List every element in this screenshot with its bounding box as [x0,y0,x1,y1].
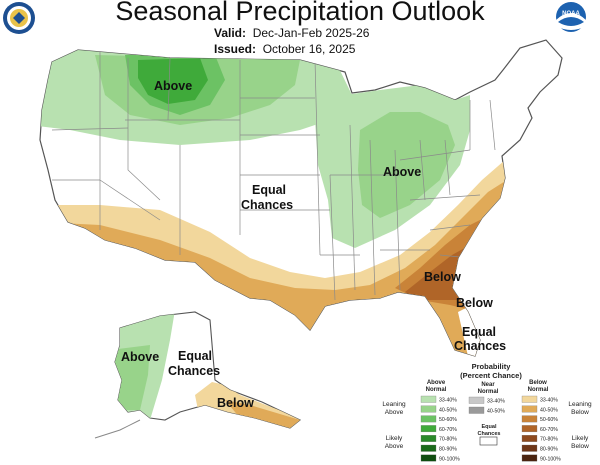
legend-below-header-1: Below [529,380,547,386]
legend-title-1: Probability [472,362,512,371]
label-below-southeast: Below [424,270,461,284]
valid-label: Valid: [214,26,247,40]
legend-below-swatch [521,405,538,413]
label-alaska-below: Below [217,396,254,410]
alaska-above-40-50 [115,345,150,410]
legend-above-range-label: 33-40% [439,398,457,404]
legend-above-header-2: Normal [426,387,447,393]
legend-leaning-above-1: Leaning [382,401,406,408]
legend-above-swatch [420,454,437,462]
above-normal-north-60-70 [138,58,208,104]
legend-near-range-label: 33-40% [487,399,505,405]
issued-value: October 16, 2025 [262,42,356,56]
legend-near-column: 33-40% 40-50% [468,396,505,415]
legend-above-range-label: 60-70% [439,427,457,433]
legend-below-range-label: 50-60% [540,417,558,423]
legend-likely-above-1: Likely [386,435,403,442]
legend-equal-swatch [479,436,498,446]
legend-below-swatch [521,425,538,433]
label-alaska-equal-1: Equal [178,349,212,363]
legend-near-swatch [468,396,485,404]
legend-above-range-label: 90-100% [439,456,460,462]
legend-below-range-label: 90-100% [540,456,561,462]
legend-leaning-below-2: Below [571,409,589,416]
map-labels: Above Above Equal Chances Below Below Eq… [121,79,506,410]
label-equal-florida-1: Equal [462,325,496,339]
legend-above-range-label: 50-60% [439,417,457,423]
legend-above-range-label: 80-90% [439,447,457,453]
page-title: Seasonal Precipitation Outlook [115,0,485,26]
legend-below-swatch [521,395,538,403]
legend-below-range-label: 40-50% [540,407,558,413]
issued-label: Issued: [214,42,257,56]
legend-above-range-label: 70-80% [439,437,457,443]
label-equal-chances-1: Equal [252,183,286,197]
legend-near-range-label: 40-50% [487,409,505,415]
legend-below-swatch [521,435,538,442]
legend-above-swatch [420,425,437,433]
legend-above-swatch [420,415,437,423]
legend-equal-1: Equal [482,424,497,430]
legend-likely-below-1: Likely [572,435,589,442]
legend-above-swatch [420,435,437,442]
label-above-ohio: Above [383,165,421,179]
label-above-north: Above [154,79,192,93]
alaska-below-40-50 [225,400,300,428]
valid-value: Dec-Jan-Feb 2025-26 [252,26,370,40]
legend-above-header-1: Above [427,380,446,386]
legend-leaning-below-1: Leaning [568,401,592,408]
legend-near-header-2: Normal [478,389,499,395]
legend-title-2: (Percent Chance) [460,371,522,380]
legend-below-header-2: Normal [528,387,549,393]
legend: Probability (Percent Chance) Above Norma… [382,362,592,462]
label-below-florida: Below [456,296,493,310]
legend-above-swatch [420,444,437,452]
legend-below-column: 33-40% 40-50% 50-60% 60-70% 70-80% 80-90% 90-1… [521,395,561,462]
conus-region [39,39,563,357]
legend-above-swatch [420,395,437,403]
legend-above-column: 33-40% 40-50% 50-60% 60-70% 70-80% 80-90% 90-1… [420,395,460,462]
legend-likely-above-2: Above [385,443,404,450]
noaa-logo: NOAA [556,2,586,32]
legend-below-range-label: 80-90% [540,447,558,453]
commerce-seal-logo [3,2,35,34]
legend-near-swatch [468,406,485,414]
legend-below-swatch [521,444,538,452]
label-alaska-above: Above [121,350,159,364]
above-normal-ohio-40-50 [358,112,455,218]
legend-likely-below-2: Below [571,443,589,450]
valid-line: Valid: Dec-Jan-Feb 2025-26 [214,26,369,40]
legend-below-range-label: 33-40% [540,398,558,404]
legend-below-swatch [521,415,538,423]
legend-leaning-above-2: Above [385,409,404,416]
legend-below-swatch [521,454,538,462]
legend-equal-2: Chances [478,431,501,437]
noaa-logo-text: NOAA [562,11,580,17]
label-equal-chances-2: Chances [241,198,293,212]
label-alaska-equal-2: Chances [168,364,220,378]
legend-below-range-label: 70-80% [540,437,558,443]
aleutian-islands [94,419,141,439]
legend-near-header-1: Near [481,382,495,388]
legend-above-swatch [420,405,437,413]
label-equal-florida-2: Chances [454,339,506,353]
legend-below-range-label: 60-70% [540,427,558,433]
alaska-region [94,311,302,439]
state-boundaries [51,50,496,301]
legend-above-range-label: 40-50% [439,407,457,413]
issued-line: Issued: October 16, 2025 [214,42,355,56]
